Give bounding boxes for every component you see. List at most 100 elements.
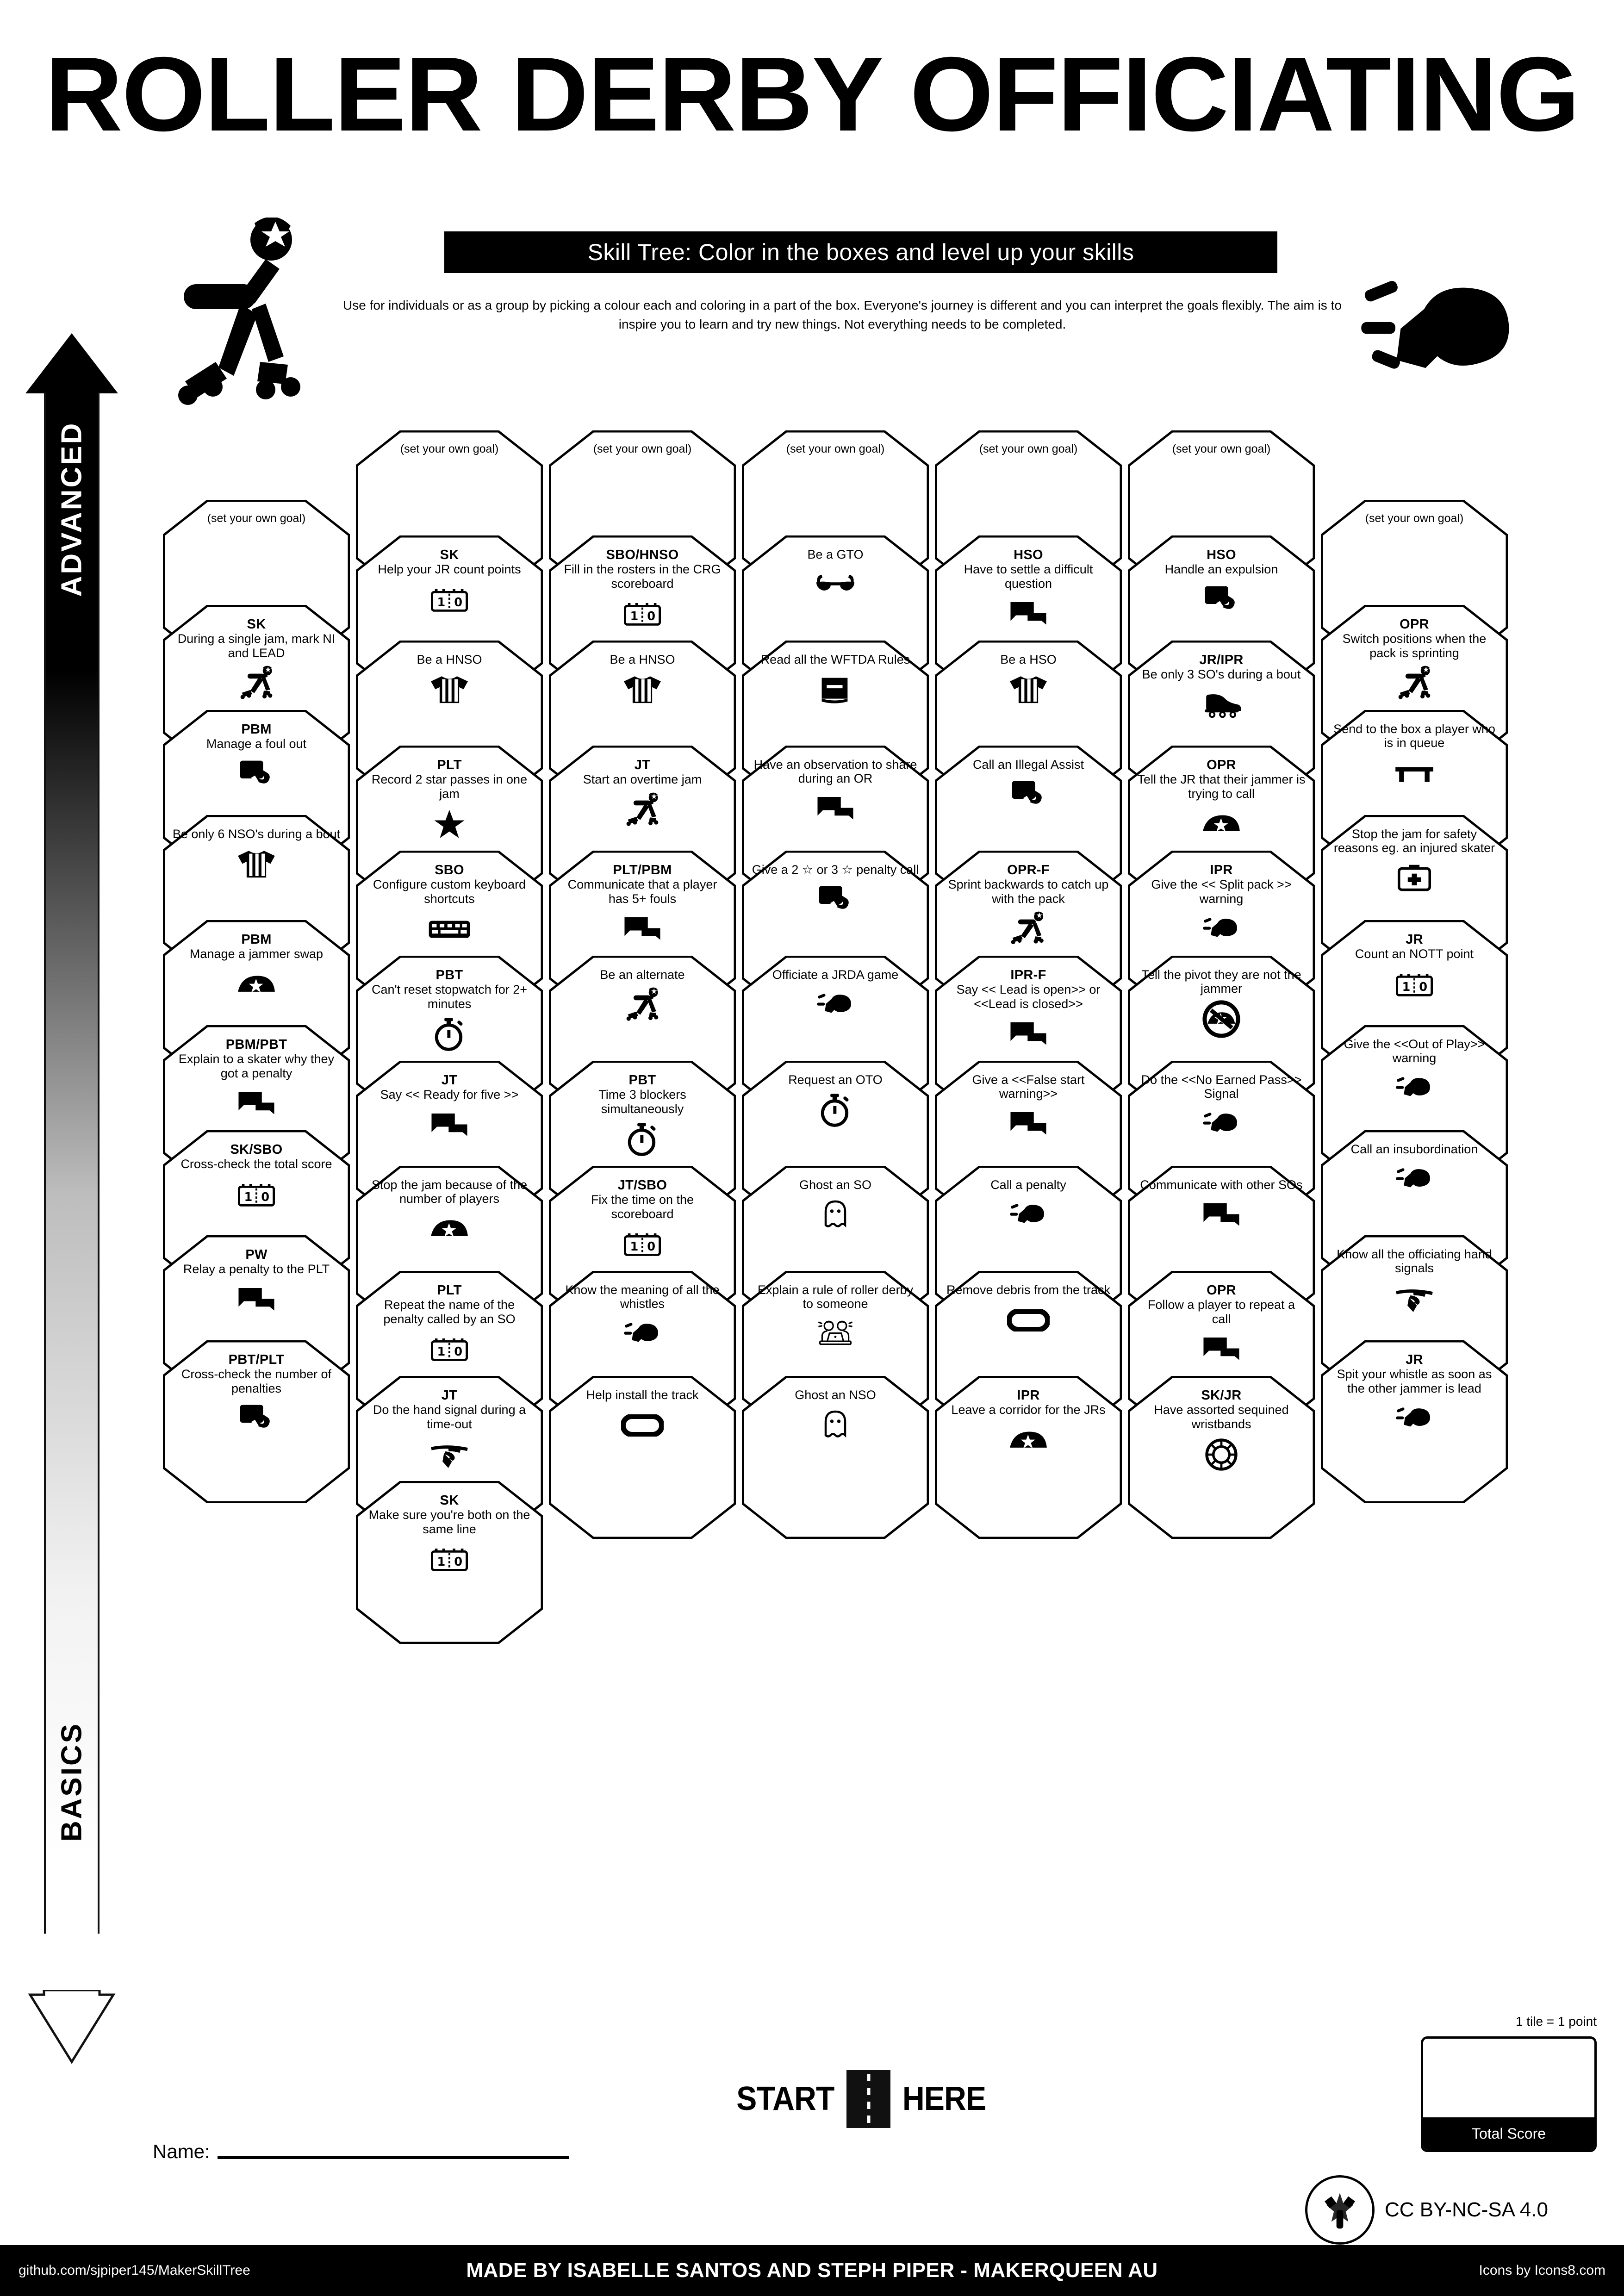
skill-tile-role: SK bbox=[440, 1493, 459, 1508]
skill-tile-role: IPR bbox=[1210, 863, 1233, 877]
score-frame[interactable]: Total Score bbox=[1421, 2036, 1597, 2152]
book-icon bbox=[819, 670, 852, 710]
intro-blurb: Use for individuals or as a group by pic… bbox=[343, 298, 1342, 331]
stopwatch-icon bbox=[625, 1120, 660, 1159]
name-field[interactable]: Name: bbox=[153, 2140, 569, 2163]
skill-tile-text: Have an observation to share during an O… bbox=[748, 758, 922, 785]
total-score-box[interactable]: 1 tile = 1 point Total Score bbox=[1421, 2014, 1597, 2152]
stopwatch-icon bbox=[432, 1014, 467, 1054]
subtitle-text: Skill Tree: Color in the boxes and level… bbox=[587, 239, 1134, 265]
running-icon bbox=[1009, 909, 1048, 949]
skill-tile-role: JR/IPR bbox=[1199, 653, 1244, 667]
skill-tile[interactable]: PBT/PLT Cross-check the number of penalti… bbox=[163, 1340, 350, 1503]
skill-tile-role: HSO bbox=[1207, 548, 1236, 562]
speech-bubbles-icon bbox=[430, 1106, 469, 1145]
svg-text:0: 0 bbox=[454, 1555, 462, 1569]
skill-tile-text: Call a penalty bbox=[941, 1178, 1115, 1192]
skill-tile-role: PBM/PBT bbox=[225, 1037, 287, 1052]
skill-tile-text: Stop the jam because of the number of pl… bbox=[362, 1178, 536, 1206]
skill-tile-text: Be a HSO bbox=[941, 653, 1115, 666]
svg-text:0: 0 bbox=[647, 610, 655, 623]
skill-tile[interactable]: JR Spit your whistle as soon as the other… bbox=[1321, 1340, 1508, 1503]
skill-tile-goal: Call a penalty bbox=[990, 1178, 1066, 1192]
skill-tile-text: (set your own goal) bbox=[555, 442, 729, 455]
skill-tile-goal: Send to the box a player who is in queue bbox=[1333, 722, 1495, 750]
hand-signal-icon bbox=[817, 880, 854, 920]
skill-tile-goal: Be only 3 SO's during a bout bbox=[1142, 667, 1301, 682]
skill-tile-goal: Switch positions when the pack is sprint… bbox=[1342, 632, 1487, 660]
skill-tile-text: HSO Handle an expulsion bbox=[1134, 548, 1308, 577]
skill-tile-role: IPR bbox=[1017, 1388, 1040, 1403]
skill-tile[interactable]: IPR Leave a corridor for the JRs bbox=[935, 1376, 1122, 1539]
skill-tile-text: (set your own goal) bbox=[1327, 512, 1501, 525]
skill-tile-text: SK Make sure you're both on the same line bbox=[362, 1493, 536, 1536]
skill-tile-goal: Leave a corridor for the JRs bbox=[951, 1403, 1106, 1417]
svg-text:0: 0 bbox=[261, 1190, 269, 1204]
whistle-icon bbox=[1394, 1069, 1434, 1108]
skill-tile-role: SBO bbox=[435, 863, 464, 877]
skill-tile-goal: Tell the pivot they are not the jammer bbox=[1141, 968, 1301, 996]
skater-icon bbox=[623, 790, 662, 830]
skill-tile-text: (set your own goal) bbox=[1134, 442, 1308, 455]
striped-jersey-icon bbox=[429, 670, 469, 710]
cc-badge-icon bbox=[1305, 2175, 1375, 2245]
skill-tile-goal: Handle an expulsion bbox=[1164, 562, 1278, 577]
striped-jersey-icon bbox=[622, 670, 662, 710]
svg-text:1: 1 bbox=[630, 1240, 638, 1254]
skill-tile-text: Give the <<Out of Play>> warning bbox=[1327, 1037, 1501, 1065]
svg-text:1: 1 bbox=[437, 1555, 445, 1569]
whistle-icon bbox=[622, 1314, 662, 1354]
speech-bubbles-icon bbox=[1202, 1195, 1241, 1235]
jammer-helmet-cover-icon bbox=[236, 965, 276, 1005]
scoreboard-icon: 1 0 bbox=[429, 1330, 470, 1369]
skill-tile-text: SK Help your JR count points bbox=[362, 548, 536, 577]
skill-tile-goal: Ghost an SO bbox=[799, 1178, 872, 1192]
skill-tile-goal: Tell the JR that their jammer is trying … bbox=[1137, 772, 1306, 801]
skill-tile-goal: Relay a penalty to the PLT bbox=[183, 1262, 330, 1276]
svg-text:0: 0 bbox=[647, 1240, 655, 1254]
roller-skate-icon bbox=[1201, 685, 1242, 725]
scoreboard-icon: 1 0 bbox=[429, 580, 470, 620]
arrow-head-icon bbox=[25, 333, 118, 393]
skill-tile-text: HSO Have to settle a difficult question bbox=[941, 548, 1115, 591]
skill-tile[interactable]: Ghost an NSO bbox=[742, 1376, 929, 1539]
keyboard-icon bbox=[428, 909, 471, 949]
skill-tile-goal: Repeat the name of the penalty called by… bbox=[383, 1298, 516, 1326]
hand-signal-icon bbox=[238, 1399, 275, 1439]
skill-tile[interactable]: Help install the track bbox=[549, 1376, 736, 1539]
skill-tile-goal: Give the <<Out of Play>> warning bbox=[1344, 1037, 1485, 1065]
speech-bubbles-icon bbox=[1202, 1330, 1241, 1369]
speech-bubbles-icon bbox=[1009, 594, 1048, 634]
whistle-icon bbox=[1008, 1195, 1048, 1235]
skill-tile-goal: Sprint backwards to catch up with the pa… bbox=[948, 877, 1109, 906]
skill-tile-role: PBT/PLT bbox=[228, 1352, 285, 1367]
skill-tile-goal: Communicate that a player has 5+ fouls bbox=[567, 877, 717, 906]
skill-tile-goal: Know all the officiating hand signals bbox=[1337, 1247, 1492, 1276]
skill-tile-text: Be an alternate bbox=[555, 968, 729, 982]
name-write-line[interactable] bbox=[217, 2156, 569, 2159]
skill-tile-goal: Be only 6 NSO's during a bout bbox=[172, 827, 341, 841]
hand-signal-flat-icon bbox=[1394, 1279, 1434, 1319]
jammer-helmet-cover-icon bbox=[1008, 1421, 1048, 1461]
track-icon bbox=[621, 1406, 664, 1445]
scoreboard-icon: 1 0 bbox=[1394, 965, 1435, 1005]
skill-tile-text: Call an insubordination bbox=[1327, 1142, 1501, 1156]
whistle-decoration-icon bbox=[1356, 264, 1513, 404]
footer-repo-link[interactable]: github.com/sjpiper145/MakerSkillTree bbox=[19, 2263, 250, 2278]
skill-tile-goal: Call an Illegal Assist bbox=[972, 758, 1084, 772]
skill-tile-goal: During a single jam, mark NI and LEAD bbox=[177, 632, 336, 660]
subtitle-banner: Skill Tree: Color in the boxes and level… bbox=[444, 231, 1277, 273]
skill-tile[interactable]: SK/JR Have assorted sequined wristbands bbox=[1128, 1376, 1315, 1539]
whistle-icon bbox=[1201, 1104, 1241, 1144]
skill-tile[interactable]: SK Make sure you're both on the same line… bbox=[356, 1481, 543, 1644]
stopwatch-icon bbox=[818, 1090, 852, 1130]
skill-tile-text: JT Say << Ready for five >> bbox=[362, 1073, 536, 1102]
skill-tile-text: Read all the WFTDA Rules bbox=[748, 653, 922, 666]
skill-tile-text: Tell the pivot they are not the jammer bbox=[1134, 968, 1308, 996]
speech-bubbles-icon bbox=[816, 789, 855, 829]
speech-bubbles-icon bbox=[623, 909, 662, 949]
skill-tile-text: JT Start an overtime jam bbox=[555, 758, 729, 787]
skill-tile-goal: Say << Ready for five >> bbox=[380, 1088, 519, 1102]
footer-icons-credit[interactable]: Icons by Icons8.com bbox=[1479, 2263, 1605, 2278]
